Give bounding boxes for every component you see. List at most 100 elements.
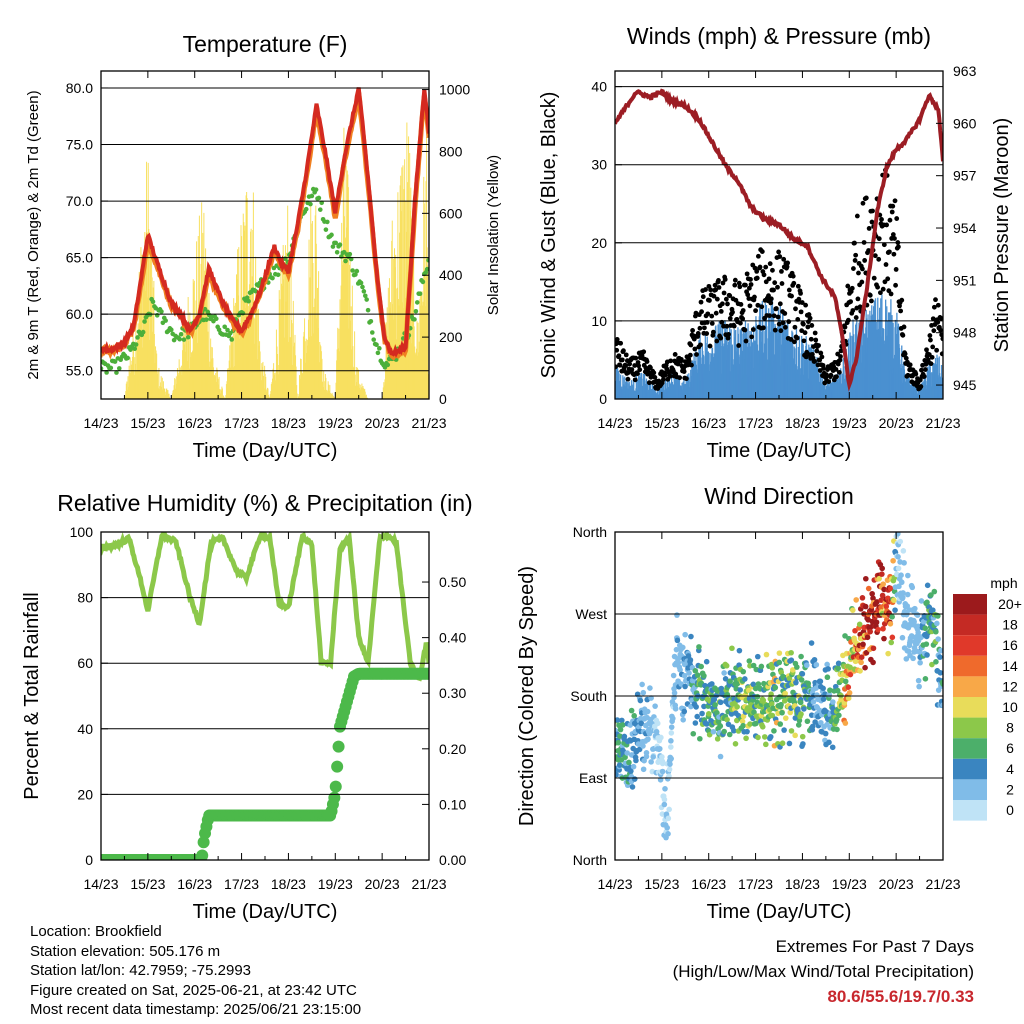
dewpoint-point: [112, 359, 118, 364]
wind-gust-point: [849, 285, 855, 291]
wind-direction-point: [827, 687, 833, 694]
wind-direction-point: [656, 745, 663, 752]
wind-gust-point: [709, 321, 715, 326]
wind-gust-point: [939, 351, 943, 357]
wind-direction-point: [836, 712, 842, 719]
wind-gust-point: [632, 377, 638, 383]
wind-direction-point: [895, 553, 901, 560]
y-tick-label: 30: [591, 157, 607, 173]
wind-direction-point: [788, 649, 794, 656]
wind-gust-point: [738, 302, 744, 307]
x-tick-label: 16/23: [177, 876, 212, 892]
wind-gust-point: [621, 348, 626, 354]
wind-direction-point: [727, 678, 733, 684]
wind-direction-point: [801, 706, 807, 712]
dewpoint-point: [246, 298, 251, 304]
wind-gust-point: [716, 285, 722, 290]
wind-gust-point: [855, 296, 861, 302]
wind-gust-point: [893, 267, 899, 272]
x-axis-label: Time (Day/UTC): [707, 901, 852, 923]
wind-gust-point: [782, 311, 788, 316]
wind-direction-point: [870, 659, 876, 666]
dewpoint-point: [413, 308, 419, 314]
wind-direction-point: [826, 739, 832, 746]
wind-gust-point: [781, 256, 787, 262]
wind-direction-point: [833, 716, 840, 723]
wind-direction-point: [661, 796, 668, 803]
dewpoint-point: [360, 284, 365, 290]
wind-gust-point: [876, 256, 882, 262]
wind-direction-point: [734, 680, 741, 687]
wind-gust-point: [789, 293, 794, 299]
wind-gust-point: [753, 308, 758, 314]
wind-direction-point: [682, 631, 688, 638]
wind-gust-point: [921, 374, 927, 379]
wind-gust-point: [842, 324, 848, 330]
wind-direction-point: [717, 699, 724, 706]
wind-gust-point: [918, 384, 924, 389]
wind-direction-point: [864, 634, 871, 641]
wind-direction-point: [918, 598, 925, 604]
wind-direction-point: [905, 648, 912, 655]
wind-gust-point: [759, 249, 765, 254]
wind-gust-point: [632, 363, 638, 368]
dewpoint-point: [343, 258, 348, 264]
wind-direction-point: [916, 649, 923, 655]
x-tick-label: 16/23: [177, 415, 212, 431]
wind-direction-point: [633, 757, 639, 764]
wind-gust-point: [889, 209, 895, 215]
wind-direction-point: [794, 664, 800, 670]
wind-gust-point: [725, 335, 731, 341]
wind-direction-point: [862, 664, 868, 671]
x-tick-label: 18/23: [271, 415, 306, 431]
wind-direction-point: [847, 664, 853, 671]
wind-direction-point: [659, 760, 666, 767]
y-tick-label: 10: [591, 313, 607, 329]
wind-gust-point: [780, 320, 786, 326]
y-tick-label: 0: [85, 852, 93, 868]
wind-gust-point: [629, 367, 635, 372]
chart-title: Relative Humidity (%) & Precipitation (i…: [57, 490, 472, 516]
wind-gust-point: [807, 315, 813, 321]
wind-direction-point: [898, 579, 905, 586]
legend-swatch: [953, 594, 987, 615]
wind-direction-point: [904, 591, 911, 598]
wind-gust-point: [702, 325, 707, 331]
wind-gust-point: [866, 226, 872, 231]
y-axis-label: Percent & Total Rainfall: [21, 592, 43, 800]
wind-gust-point: [834, 374, 839, 380]
wind-gust-point: [773, 306, 779, 311]
wind-gust-point: [766, 293, 771, 299]
wind-gust-point: [616, 353, 622, 359]
wind-direction-point: [900, 590, 906, 596]
wind-direction-point: [696, 644, 702, 650]
wind-direction-point: [900, 548, 907, 554]
wind-gust-point: [704, 331, 710, 336]
wind-direction-point: [701, 703, 707, 710]
wind-gust-point: [828, 372, 834, 378]
wind-gust-point: [938, 327, 943, 333]
wind-gust-point: [771, 313, 777, 319]
wind-direction-point: [709, 681, 715, 687]
dewpoint-point: [424, 266, 429, 272]
wind-gust-point: [814, 348, 820, 354]
wind-gust-point: [707, 298, 712, 303]
wind-direction-point: [768, 701, 775, 707]
wind-direction-point: [637, 697, 644, 704]
created-text: Figure created on Sat, 2025-06-21, at 23…: [30, 981, 357, 999]
wind-gust-point: [792, 324, 798, 330]
wind-direction-point: [666, 766, 673, 773]
wind-gust-point: [818, 350, 824, 356]
wind-direction-point: [732, 741, 739, 747]
chart-title: Temperature (F): [183, 31, 348, 57]
latlon-text: Station lat/lon: 42.7959; -75.2993: [30, 962, 252, 979]
x-tick-label: 19/23: [832, 876, 867, 892]
wind-gust-point: [721, 323, 726, 329]
chart-title: Wind Direction: [704, 483, 854, 509]
wind-gust-point: [740, 316, 746, 322]
dewpoint-point: [275, 272, 281, 278]
y-tick-label: North: [573, 852, 607, 868]
wind-direction-point: [686, 670, 692, 676]
wind-gust-point: [705, 311, 711, 317]
wind-direction-point: [713, 692, 720, 699]
